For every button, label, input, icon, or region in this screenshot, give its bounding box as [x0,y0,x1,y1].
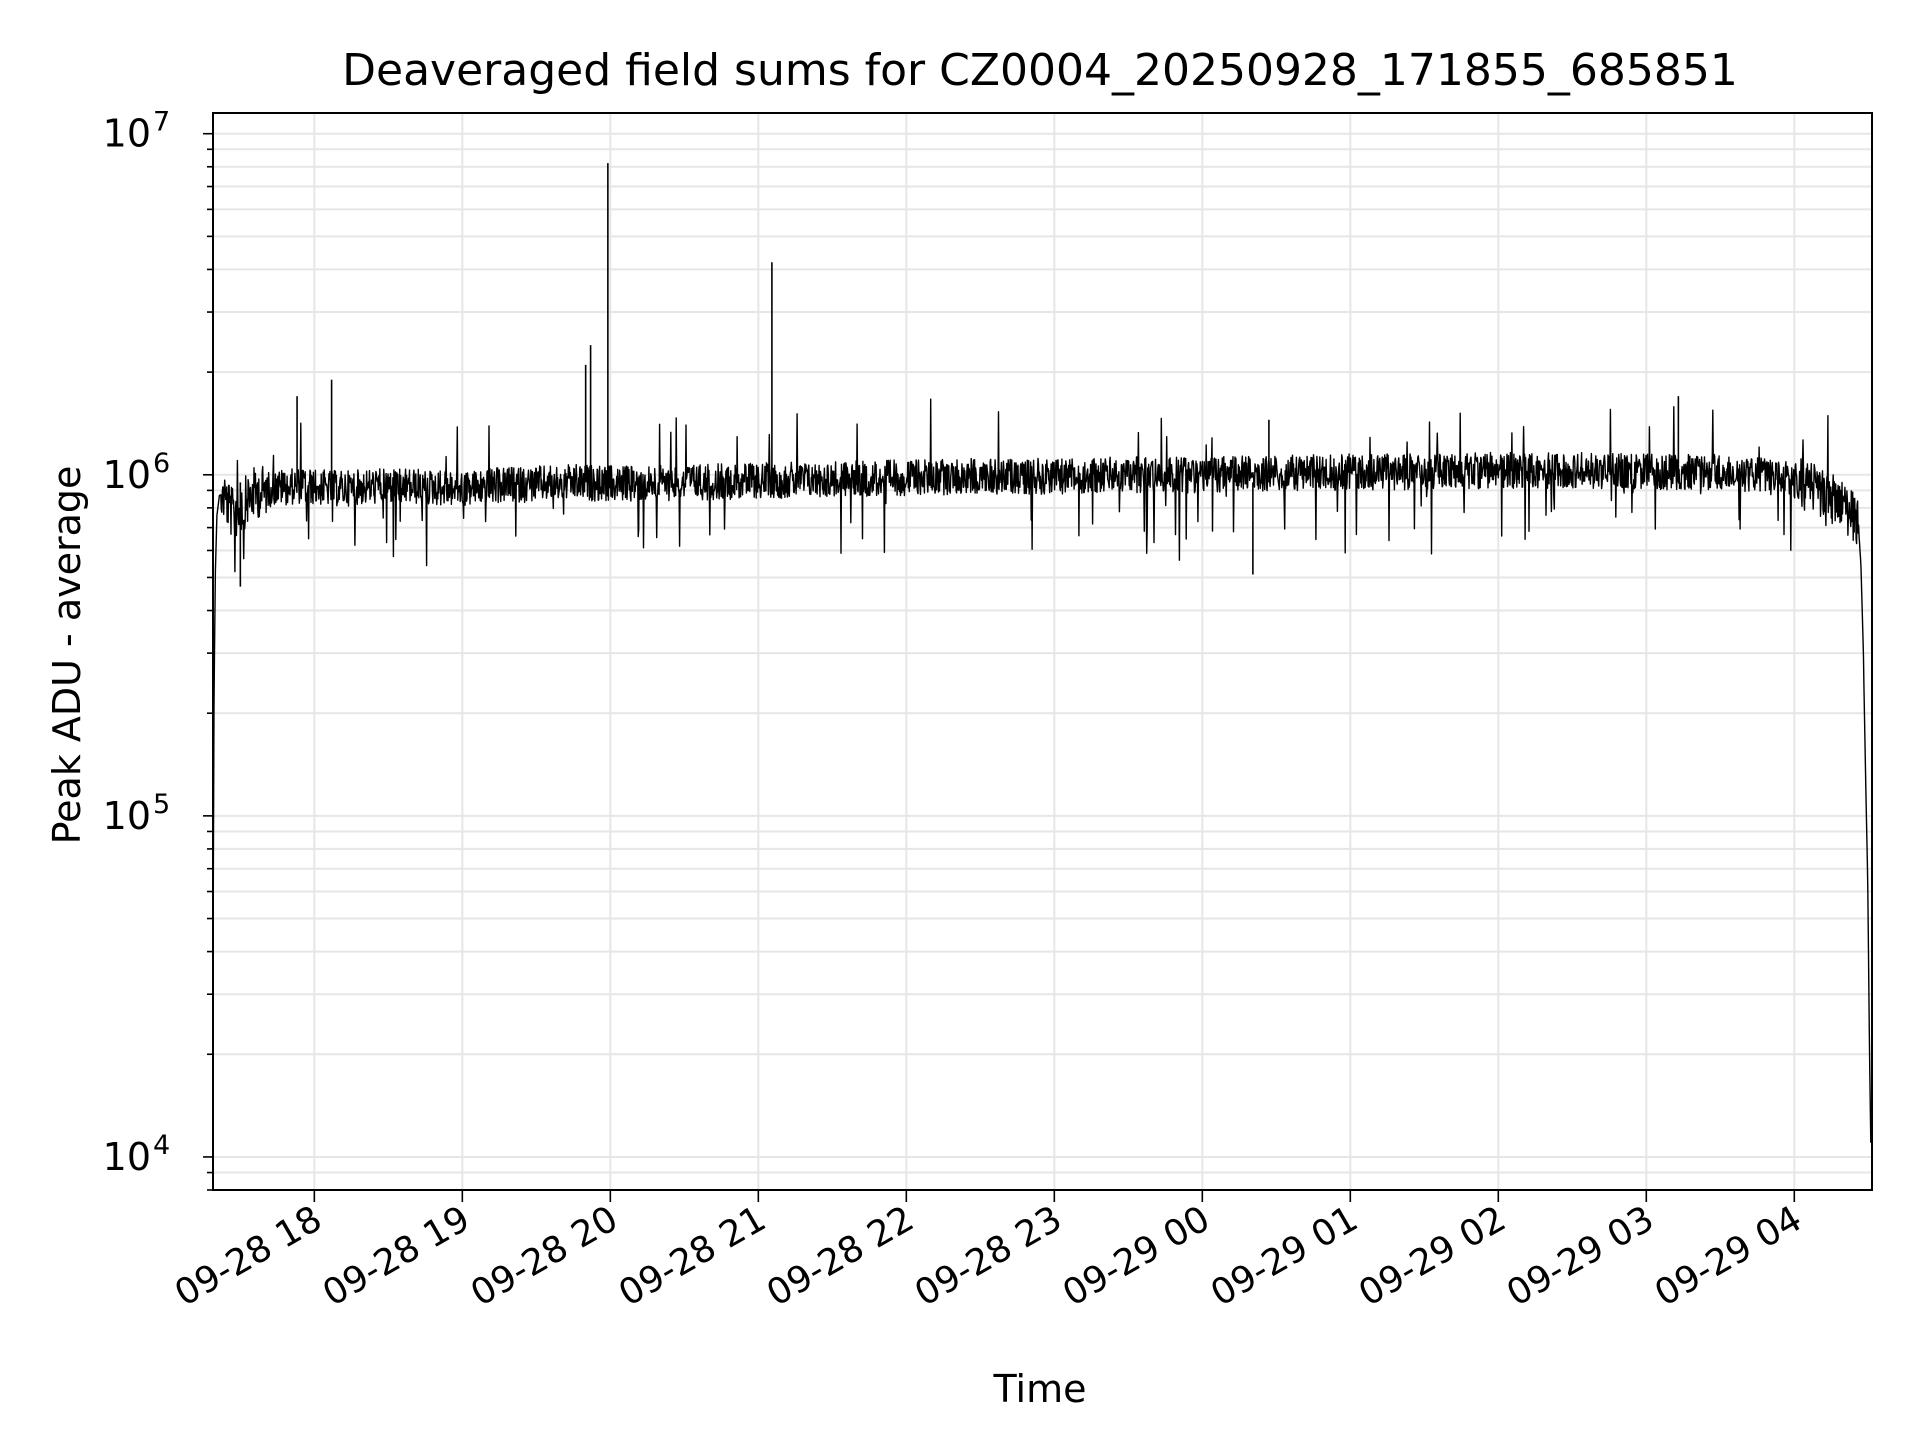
y-tick-label: 10 [103,794,151,838]
grid [213,113,1872,1191]
y-tick-label-exponent: 5 [153,789,170,820]
y-tick-label: 10 [103,453,151,497]
y-tick-label: 10 [103,1135,151,1179]
y-tick-label-exponent: 7 [153,107,170,138]
x-axis-label: Time [993,1367,1087,1411]
y-axis-label: Peak ADU - average [45,466,89,845]
y-tick-label-exponent: 6 [153,448,170,479]
y-tick-label: 10 [103,112,151,156]
plot-area [212,163,1872,1143]
plot-frame [212,112,1873,1191]
y-tick-label-exponent: 4 [153,1130,170,1161]
series-line [212,398,1872,1143]
chart-title: Deaveraged field sums for CZ0004_2025092… [342,45,1738,96]
